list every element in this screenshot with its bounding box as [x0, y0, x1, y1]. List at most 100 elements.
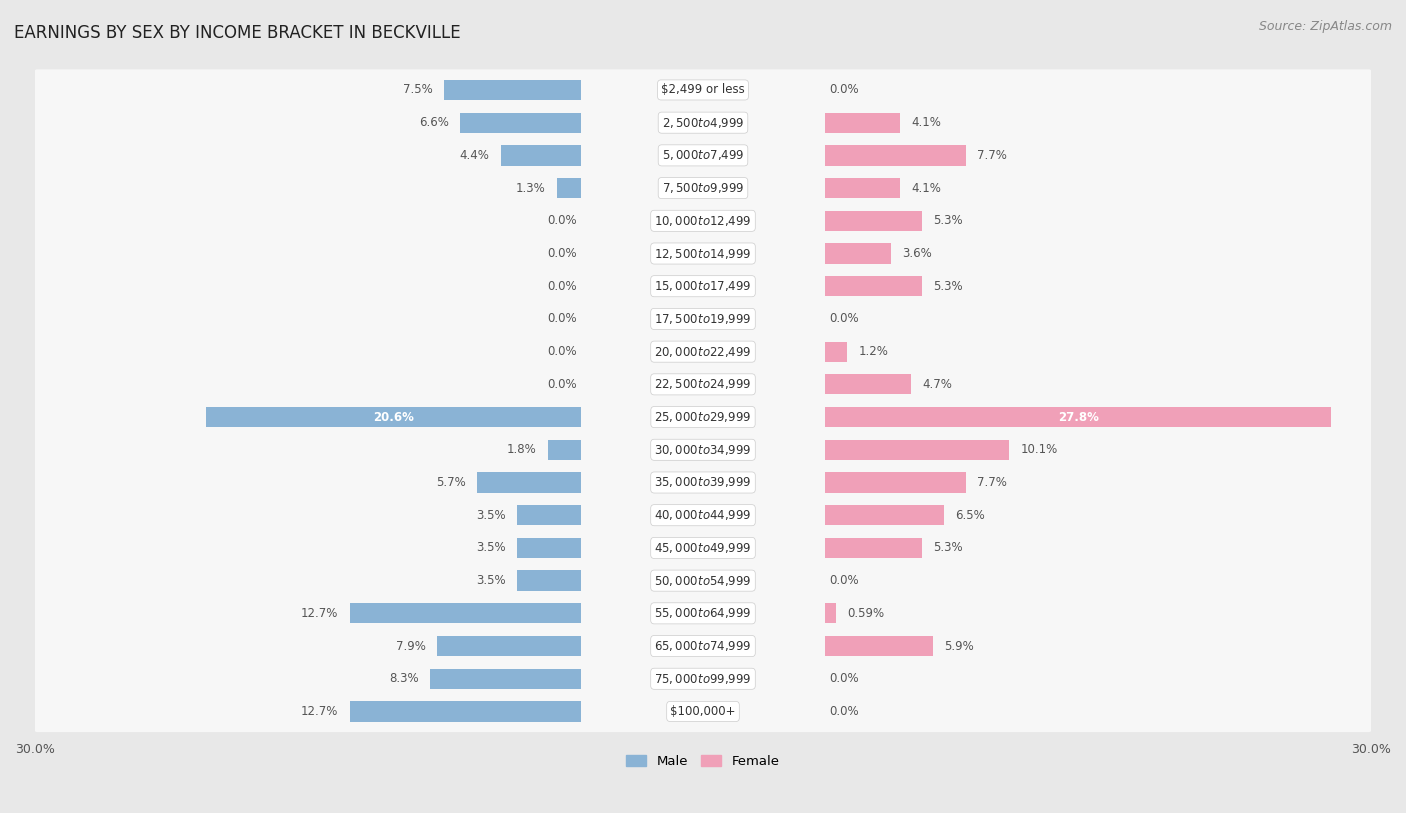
Text: 4.1%: 4.1%	[911, 116, 941, 129]
Bar	[825, 146, 966, 166]
Bar	[548, 440, 581, 460]
Text: 8.3%: 8.3%	[389, 672, 419, 685]
Bar	[825, 211, 922, 231]
Bar	[825, 472, 966, 493]
Bar	[501, 146, 581, 166]
Text: 0.59%: 0.59%	[848, 606, 884, 620]
Bar	[825, 505, 943, 525]
Bar	[517, 537, 581, 558]
Text: 4.4%: 4.4%	[460, 149, 489, 162]
Text: 0.0%: 0.0%	[547, 247, 578, 260]
Text: $75,000 to $99,999: $75,000 to $99,999	[654, 672, 752, 685]
Text: 7.7%: 7.7%	[977, 149, 1007, 162]
Text: 6.6%: 6.6%	[419, 116, 450, 129]
Text: 3.5%: 3.5%	[477, 541, 506, 554]
FancyBboxPatch shape	[34, 593, 1372, 634]
Bar	[350, 702, 581, 722]
FancyBboxPatch shape	[34, 69, 1372, 111]
Bar	[825, 407, 1331, 427]
Text: 5.7%: 5.7%	[436, 476, 465, 489]
FancyBboxPatch shape	[34, 691, 1372, 732]
FancyBboxPatch shape	[34, 429, 1372, 471]
Text: 1.2%: 1.2%	[859, 346, 889, 359]
Text: 0.0%: 0.0%	[828, 312, 859, 325]
Text: 3.5%: 3.5%	[477, 509, 506, 522]
Text: 3.6%: 3.6%	[903, 247, 932, 260]
Text: 5.3%: 5.3%	[934, 541, 963, 554]
Text: $5,000 to $7,499: $5,000 to $7,499	[662, 149, 744, 163]
Text: 0.0%: 0.0%	[828, 574, 859, 587]
FancyBboxPatch shape	[34, 397, 1372, 437]
Text: 0.0%: 0.0%	[547, 215, 578, 228]
Text: $17,500 to $19,999: $17,500 to $19,999	[654, 312, 752, 326]
Bar	[825, 112, 900, 133]
FancyBboxPatch shape	[34, 462, 1372, 503]
Bar	[825, 178, 900, 198]
Text: $15,000 to $17,499: $15,000 to $17,499	[654, 279, 752, 293]
Bar	[825, 243, 891, 263]
Text: $55,000 to $64,999: $55,000 to $64,999	[654, 606, 752, 620]
Text: 7.7%: 7.7%	[977, 476, 1007, 489]
Text: 20.6%: 20.6%	[373, 411, 413, 424]
FancyBboxPatch shape	[34, 363, 1372, 405]
Text: $25,000 to $29,999: $25,000 to $29,999	[654, 410, 752, 424]
Bar	[517, 505, 581, 525]
Bar	[825, 636, 932, 656]
Text: 5.3%: 5.3%	[934, 280, 963, 293]
Text: $20,000 to $22,499: $20,000 to $22,499	[654, 345, 752, 359]
Text: 3.5%: 3.5%	[477, 574, 506, 587]
Text: 7.5%: 7.5%	[404, 84, 433, 97]
Text: 0.0%: 0.0%	[547, 346, 578, 359]
Legend: Male, Female: Male, Female	[626, 754, 780, 768]
Bar	[825, 276, 922, 297]
Text: 4.7%: 4.7%	[922, 378, 952, 391]
Bar	[430, 668, 581, 689]
FancyBboxPatch shape	[34, 331, 1372, 372]
FancyBboxPatch shape	[34, 135, 1372, 176]
Text: 0.0%: 0.0%	[547, 280, 578, 293]
Text: 7.9%: 7.9%	[396, 640, 426, 653]
FancyBboxPatch shape	[34, 233, 1372, 274]
Bar	[825, 374, 911, 394]
Bar	[205, 407, 581, 427]
Text: $35,000 to $39,999: $35,000 to $39,999	[654, 476, 752, 489]
Text: 5.3%: 5.3%	[934, 215, 963, 228]
FancyBboxPatch shape	[34, 494, 1372, 536]
Text: $2,500 to $4,999: $2,500 to $4,999	[662, 115, 744, 129]
Bar	[437, 636, 581, 656]
Bar	[825, 537, 922, 558]
Text: $22,500 to $24,999: $22,500 to $24,999	[654, 377, 752, 391]
Bar	[461, 112, 581, 133]
Text: 5.9%: 5.9%	[943, 640, 974, 653]
Text: 0.0%: 0.0%	[547, 312, 578, 325]
Text: 1.8%: 1.8%	[508, 443, 537, 456]
Bar	[477, 472, 581, 493]
Text: $7,500 to $9,999: $7,500 to $9,999	[662, 181, 744, 195]
Text: $50,000 to $54,999: $50,000 to $54,999	[654, 574, 752, 588]
Text: $40,000 to $44,999: $40,000 to $44,999	[654, 508, 752, 522]
FancyBboxPatch shape	[34, 659, 1372, 699]
Text: 6.5%: 6.5%	[955, 509, 984, 522]
Bar	[350, 603, 581, 624]
Text: 0.0%: 0.0%	[547, 378, 578, 391]
Bar	[444, 80, 581, 100]
Text: $30,000 to $34,999: $30,000 to $34,999	[654, 443, 752, 457]
Bar	[825, 341, 848, 362]
Text: 0.0%: 0.0%	[828, 672, 859, 685]
Text: 12.7%: 12.7%	[301, 606, 339, 620]
FancyBboxPatch shape	[34, 200, 1372, 241]
Text: EARNINGS BY SEX BY INCOME BRACKET IN BECKVILLE: EARNINGS BY SEX BY INCOME BRACKET IN BEC…	[14, 24, 461, 42]
FancyBboxPatch shape	[34, 625, 1372, 667]
Text: 27.8%: 27.8%	[1057, 411, 1098, 424]
FancyBboxPatch shape	[34, 528, 1372, 568]
Text: 4.1%: 4.1%	[911, 181, 941, 194]
Bar	[517, 571, 581, 591]
Text: 10.1%: 10.1%	[1021, 443, 1057, 456]
Bar	[825, 440, 1010, 460]
Text: Source: ZipAtlas.com: Source: ZipAtlas.com	[1258, 20, 1392, 33]
Text: $10,000 to $12,499: $10,000 to $12,499	[654, 214, 752, 228]
FancyBboxPatch shape	[34, 102, 1372, 143]
FancyBboxPatch shape	[34, 167, 1372, 209]
Text: 12.7%: 12.7%	[301, 705, 339, 718]
Text: $45,000 to $49,999: $45,000 to $49,999	[654, 541, 752, 555]
